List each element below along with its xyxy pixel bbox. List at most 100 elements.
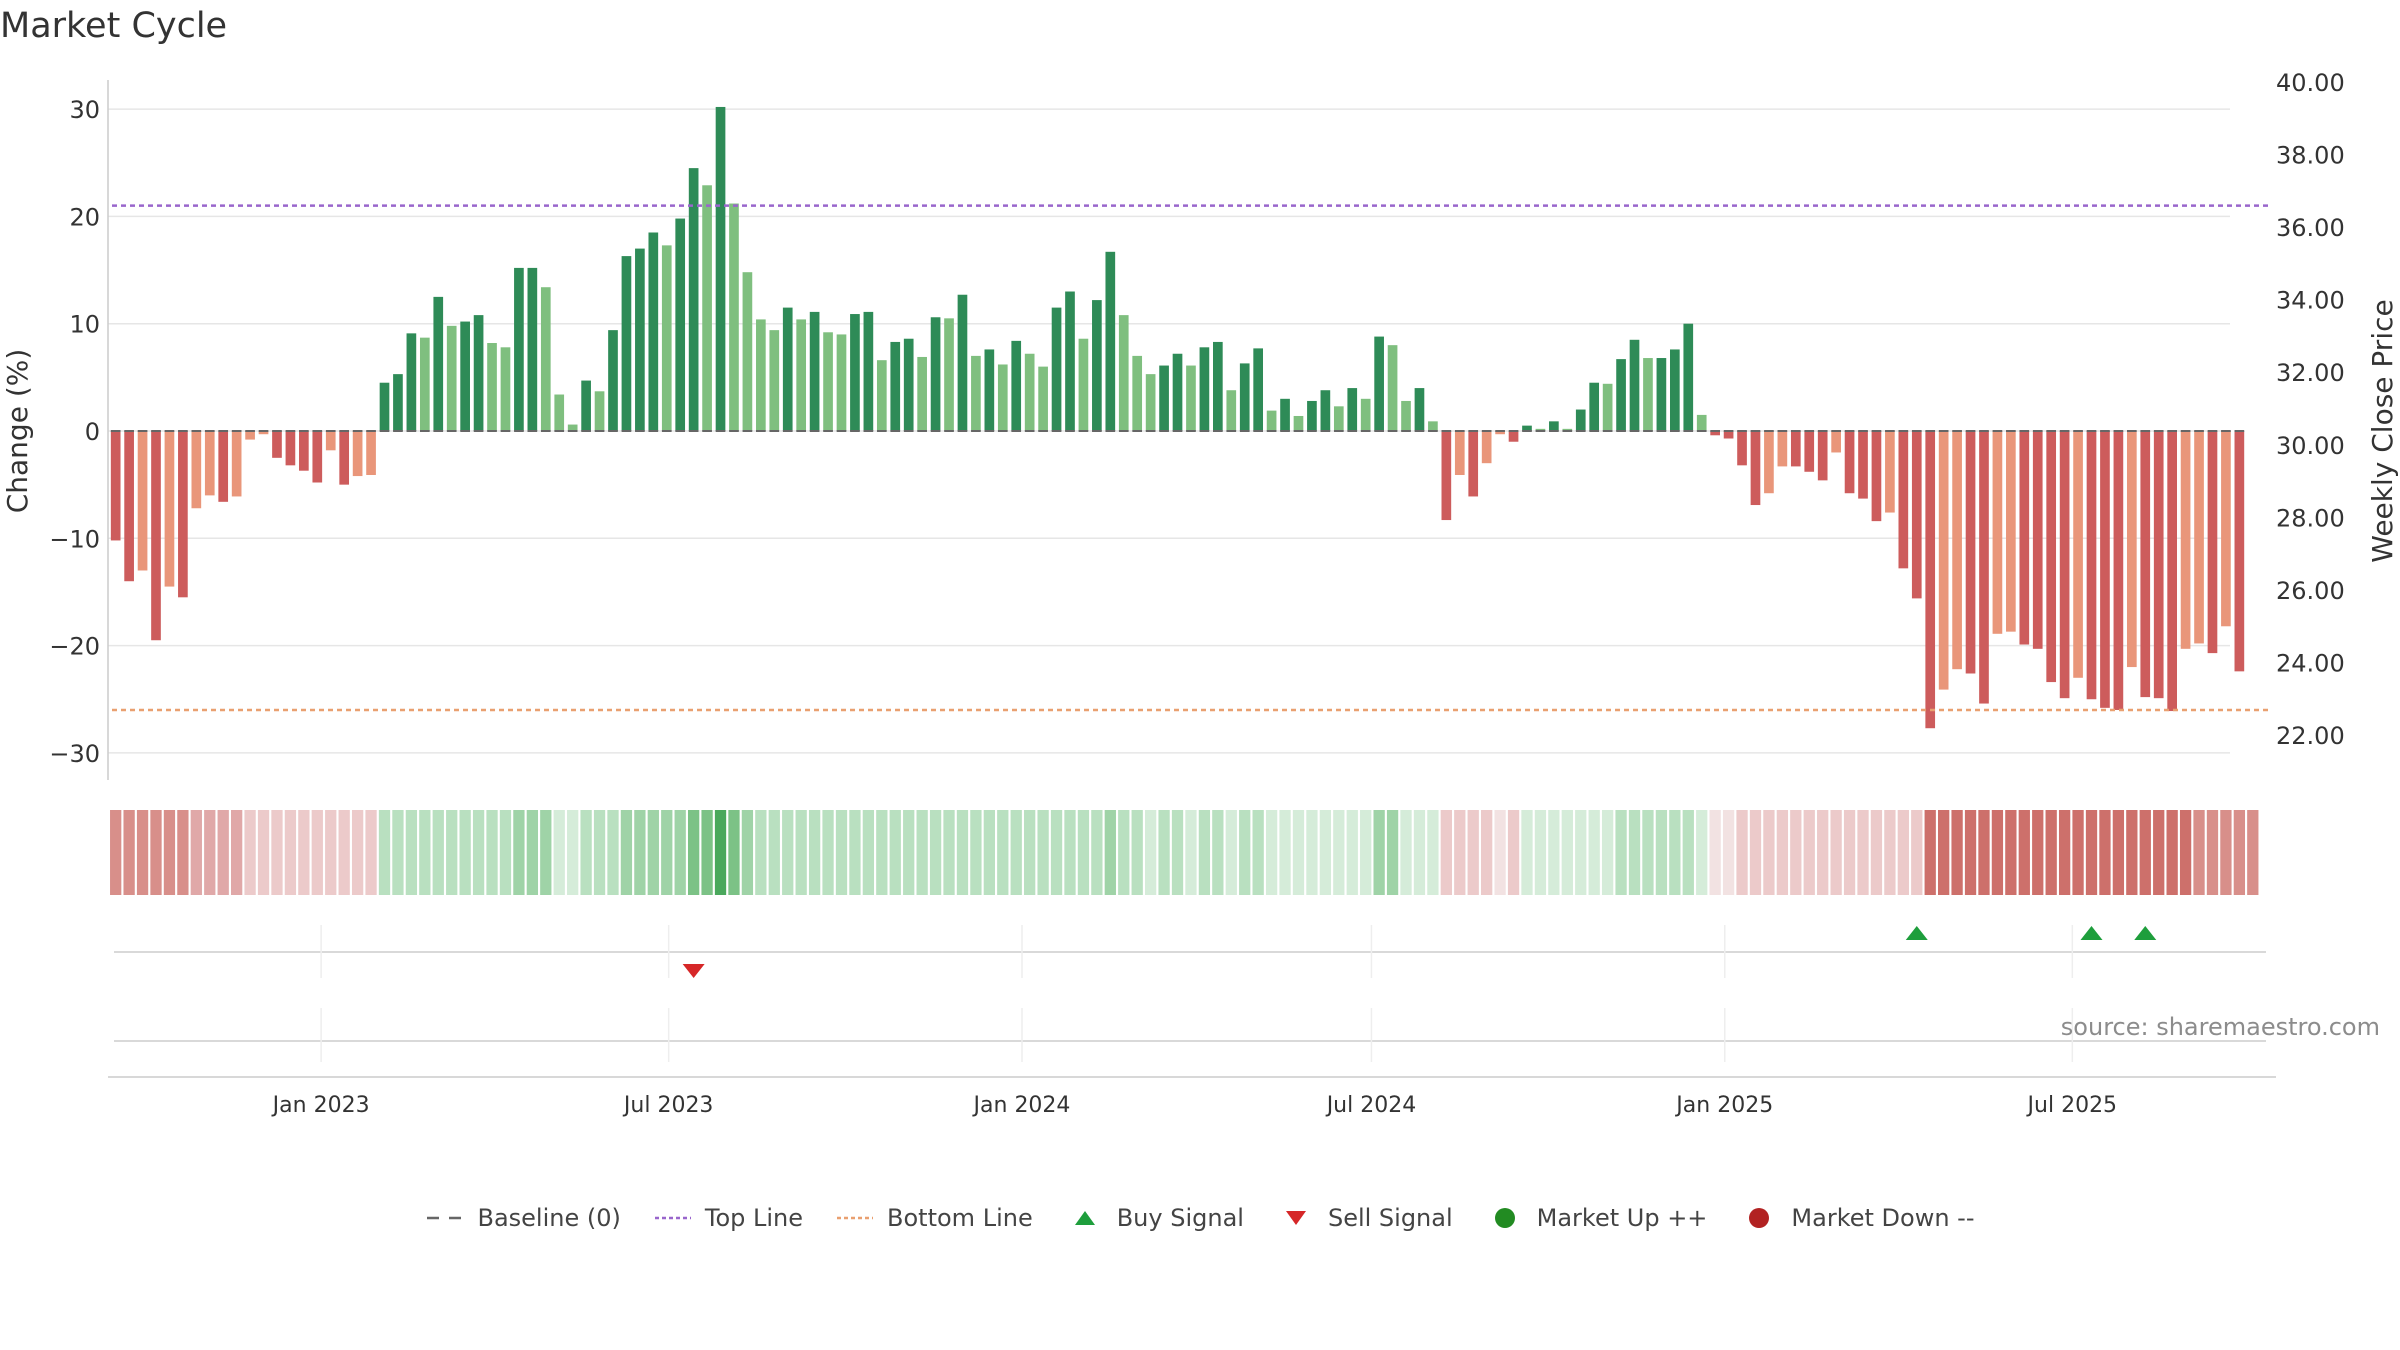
- bar: [1535, 428, 1546, 431]
- strength-cell: [405, 810, 418, 895]
- bar: [971, 355, 981, 431]
- strength-cell: [1239, 810, 1251, 895]
- legend-triangle-up: [1074, 1211, 1095, 1225]
- bar: [1414, 388, 1425, 431]
- strength-cell: [432, 810, 444, 895]
- bar: [1575, 409, 1586, 431]
- strength-cell: [150, 810, 162, 895]
- strength-cell: [1024, 810, 1036, 895]
- strength-cell: [929, 810, 942, 895]
- strength-cell: [1669, 810, 1681, 895]
- strength-cell: [728, 810, 740, 895]
- bar: [1790, 431, 1801, 467]
- strength-cell: [1306, 810, 1318, 895]
- bar: [769, 330, 780, 431]
- bar: [514, 267, 524, 431]
- strength-cell: [1265, 810, 1278, 895]
- bar: [137, 431, 148, 571]
- bar: [1051, 307, 1062, 431]
- strength-cell: [943, 810, 955, 895]
- bar: [1333, 406, 1344, 431]
- bar: [1213, 341, 1223, 431]
- bar: [1481, 431, 1492, 464]
- strength-cell: [2045, 810, 2057, 895]
- bar: [903, 338, 914, 431]
- bar: [218, 431, 229, 502]
- strength-cell: [163, 810, 176, 895]
- chart-title: Market Cycle: [0, 6, 228, 46]
- bar: [2221, 431, 2231, 627]
- strength-cell: [567, 810, 579, 895]
- bar: [984, 349, 995, 431]
- y2-tick-label: 22.00: [2276, 722, 2345, 750]
- bar: [1468, 431, 1479, 497]
- strength-cell: [1010, 810, 1022, 895]
- bar: [1428, 421, 1438, 431]
- bar: [890, 341, 901, 431]
- y-tick-label: 10: [69, 311, 100, 339]
- bar: [1508, 431, 1519, 442]
- bar: [2234, 431, 2245, 672]
- strength-cell: [956, 810, 969, 895]
- legend-swatch: [1749, 1208, 1770, 1228]
- strength-cell: [835, 810, 848, 895]
- strength-cell: [1628, 810, 1641, 895]
- strength-cell: [1507, 810, 1520, 895]
- bar: [1199, 347, 1210, 431]
- strength-cell: [1991, 810, 2004, 895]
- bar: [997, 364, 1008, 431]
- bar: [661, 245, 672, 431]
- strength-cell: [2058, 810, 2071, 895]
- x-tick-label: Jul 2025: [2026, 1093, 2118, 1118]
- strength-cell: [876, 810, 888, 895]
- strength-cell: [1521, 810, 1533, 895]
- bar: [473, 315, 484, 431]
- bar: [352, 431, 363, 477]
- bar: [393, 374, 403, 431]
- legend-item: Market Down --: [1739, 1204, 1975, 1232]
- legend-label: Market Up ++: [1536, 1204, 1708, 1232]
- bar: [1186, 365, 1196, 431]
- legend-swatch: [1285, 1211, 1306, 1225]
- bar: [1011, 340, 1022, 431]
- strength-cell: [271, 810, 283, 895]
- strength-cell: [903, 810, 915, 895]
- y-tick-label: −30: [49, 740, 100, 768]
- bar: [178, 431, 188, 598]
- bar: [1616, 359, 1626, 431]
- strength-cell: [768, 810, 780, 895]
- bar: [1145, 374, 1156, 431]
- strength-cell: [1037, 810, 1049, 895]
- strength-cell: [2112, 810, 2125, 895]
- legend-swatch: [1494, 1208, 1515, 1228]
- legend-swatch: [427, 1216, 464, 1220]
- strength-cell: [446, 810, 458, 895]
- strength-cell: [1467, 810, 1479, 895]
- strength-cell: [1884, 810, 1896, 895]
- bar: [1831, 431, 1841, 453]
- bar: [366, 431, 376, 475]
- strength-cell: [1655, 810, 1668, 895]
- bar: [1132, 355, 1143, 431]
- bar: [1656, 358, 1667, 431]
- bar: [1602, 383, 1613, 431]
- strength-cell: [782, 810, 794, 895]
- strength-cell: [2247, 810, 2259, 895]
- strength-cell: [351, 810, 364, 895]
- bar: [433, 296, 444, 431]
- bar: [1992, 431, 2003, 634]
- strength-cell: [1319, 810, 1332, 895]
- bar: [1844, 431, 1855, 494]
- strength-cell: [1292, 810, 1305, 895]
- legend-swatch: [654, 1216, 691, 1220]
- bar: [272, 431, 282, 458]
- bar: [1952, 431, 1962, 670]
- strength-cell: [1131, 810, 1143, 895]
- bar: [796, 319, 807, 431]
- bar: [379, 382, 390, 431]
- legend-circle: [1749, 1208, 1770, 1228]
- bar: [621, 256, 632, 431]
- strength-cell: [1776, 810, 1789, 895]
- bar: [1858, 431, 1868, 499]
- bar: [850, 314, 860, 431]
